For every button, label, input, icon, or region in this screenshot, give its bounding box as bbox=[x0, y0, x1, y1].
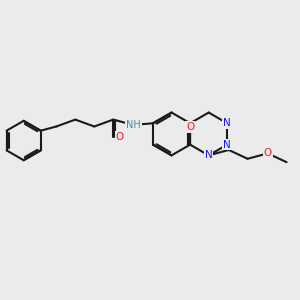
Text: O: O bbox=[186, 122, 194, 132]
Text: N: N bbox=[223, 140, 231, 150]
Text: N: N bbox=[205, 150, 212, 160]
Text: O: O bbox=[116, 132, 124, 142]
Text: N: N bbox=[223, 118, 231, 128]
Text: O: O bbox=[264, 148, 272, 158]
Text: NH: NH bbox=[126, 120, 141, 130]
